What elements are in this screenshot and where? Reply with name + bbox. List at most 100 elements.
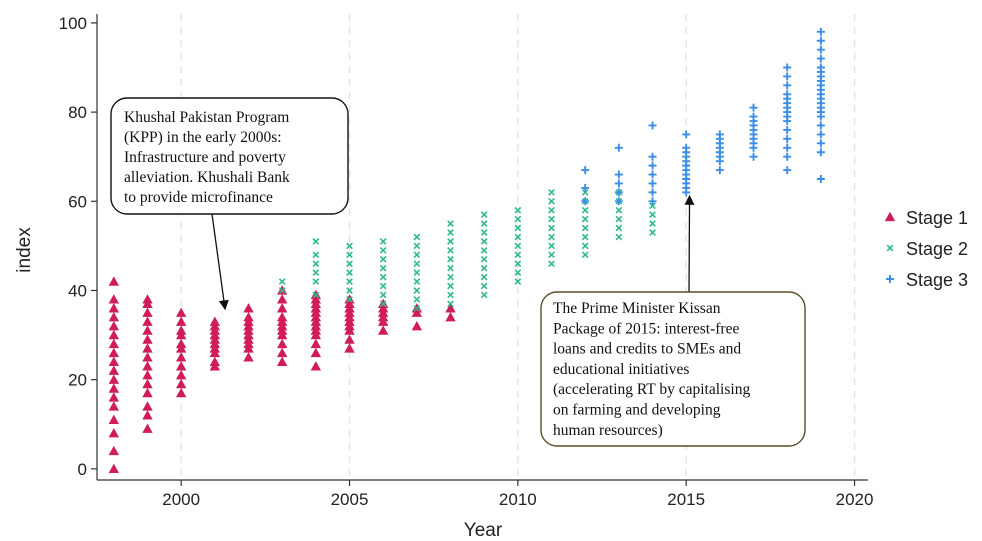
- data-point: [278, 287, 286, 294]
- data-point: [615, 215, 623, 223]
- data-point: [276, 312, 288, 322]
- data-point: [816, 139, 825, 148]
- x-tick-label: 2005: [331, 490, 369, 509]
- data-point: [379, 300, 387, 308]
- data-point: [447, 264, 454, 272]
- data-point: [816, 54, 825, 63]
- data-point: [108, 303, 120, 313]
- data-point: [445, 312, 456, 322]
- data-point: [548, 233, 555, 241]
- data-point: [614, 188, 623, 197]
- data-point: [514, 242, 522, 250]
- data-point: [108, 294, 120, 304]
- data-point: [480, 282, 488, 290]
- data-point: [108, 392, 120, 402]
- data-point: [142, 294, 153, 304]
- data-point: [108, 414, 120, 424]
- data-point: [548, 206, 555, 214]
- series-stage-1: [108, 276, 456, 474]
- data-point: [413, 278, 421, 285]
- data-point: [614, 143, 623, 152]
- annotations: Khushal Pakistan Program (KPP) in the ear…: [110, 97, 806, 447]
- data-point: [447, 229, 454, 236]
- data-point: [614, 170, 623, 179]
- data-point: [648, 197, 657, 206]
- annotation-line: human resources): [553, 422, 663, 439]
- legend-marker: [886, 275, 894, 283]
- data-point: [312, 260, 320, 268]
- data-point: [648, 188, 657, 197]
- y-tick-label: 20: [68, 371, 87, 390]
- data-point: [480, 246, 488, 254]
- data-point: [344, 343, 355, 353]
- data-point: [816, 36, 825, 45]
- data-point: [648, 179, 657, 188]
- annotation-2: The Prime Minister Kissan Package of 2015…: [540, 194, 806, 447]
- data-point: [278, 278, 286, 285]
- data-point: [142, 410, 153, 420]
- data-point: [142, 370, 153, 380]
- data-point: [377, 325, 389, 335]
- data-point: [548, 260, 555, 268]
- axis-ticks: 2000 2005 2010 2015 2020 0 20 40 60 80 100: [59, 14, 874, 509]
- annotation-line: (KPP) in the early 2000s:: [124, 129, 282, 146]
- legend-label: Stage 2: [906, 239, 968, 259]
- data-point: [682, 143, 691, 152]
- data-point: [816, 27, 825, 36]
- data-point: [783, 63, 792, 72]
- data-point: [783, 81, 792, 90]
- data-point: [142, 387, 153, 398]
- data-point: [108, 427, 120, 438]
- annotation-line: educational initiatives: [553, 361, 689, 378]
- series-stage-3: [581, 27, 825, 206]
- data-point: [648, 121, 657, 130]
- data-point: [445, 303, 456, 313]
- data-point: [480, 255, 488, 263]
- data-point: [142, 307, 153, 317]
- x-tick-label: 2015: [667, 490, 705, 509]
- data-point: [447, 255, 454, 263]
- data-point: [108, 383, 120, 393]
- data-point: [480, 220, 488, 227]
- data-point: [108, 338, 120, 349]
- data-point: [108, 463, 120, 474]
- data-point: [581, 166, 590, 175]
- data-point: [379, 291, 387, 299]
- data-point: [276, 294, 288, 304]
- data-point: [379, 255, 387, 263]
- data-point: [682, 130, 691, 139]
- series-stage-2: [278, 189, 656, 312]
- data-point: [447, 300, 454, 308]
- data-point: [346, 251, 353, 259]
- data-point: [379, 273, 387, 281]
- data-point: [816, 45, 825, 54]
- data-point: [413, 287, 421, 294]
- data-point: [648, 161, 657, 170]
- y-tick-label: 0: [78, 460, 87, 479]
- y-tick-label: 40: [68, 281, 87, 300]
- data-point: [447, 220, 454, 227]
- data-point: [816, 121, 825, 130]
- data-point: [480, 211, 488, 219]
- data-point: [783, 143, 792, 152]
- data-point: [648, 152, 657, 161]
- data-point: [480, 229, 488, 236]
- data-point: [816, 63, 825, 72]
- data-point: [175, 316, 187, 326]
- data-point: [447, 282, 454, 290]
- data-point: [346, 260, 353, 268]
- y-tick-label: 100: [59, 14, 87, 33]
- data-point: [108, 329, 120, 340]
- data-point: [142, 325, 153, 335]
- data-point: [346, 269, 353, 277]
- data-point: [480, 238, 488, 245]
- data-point: [310, 347, 322, 358]
- data-point: [413, 304, 421, 312]
- data-point: [615, 233, 623, 241]
- data-point: [749, 112, 758, 121]
- data-point: [108, 320, 120, 331]
- data-point: [548, 251, 555, 259]
- data-point: [346, 287, 353, 294]
- data-point: [379, 264, 387, 272]
- data-point: [108, 374, 120, 384]
